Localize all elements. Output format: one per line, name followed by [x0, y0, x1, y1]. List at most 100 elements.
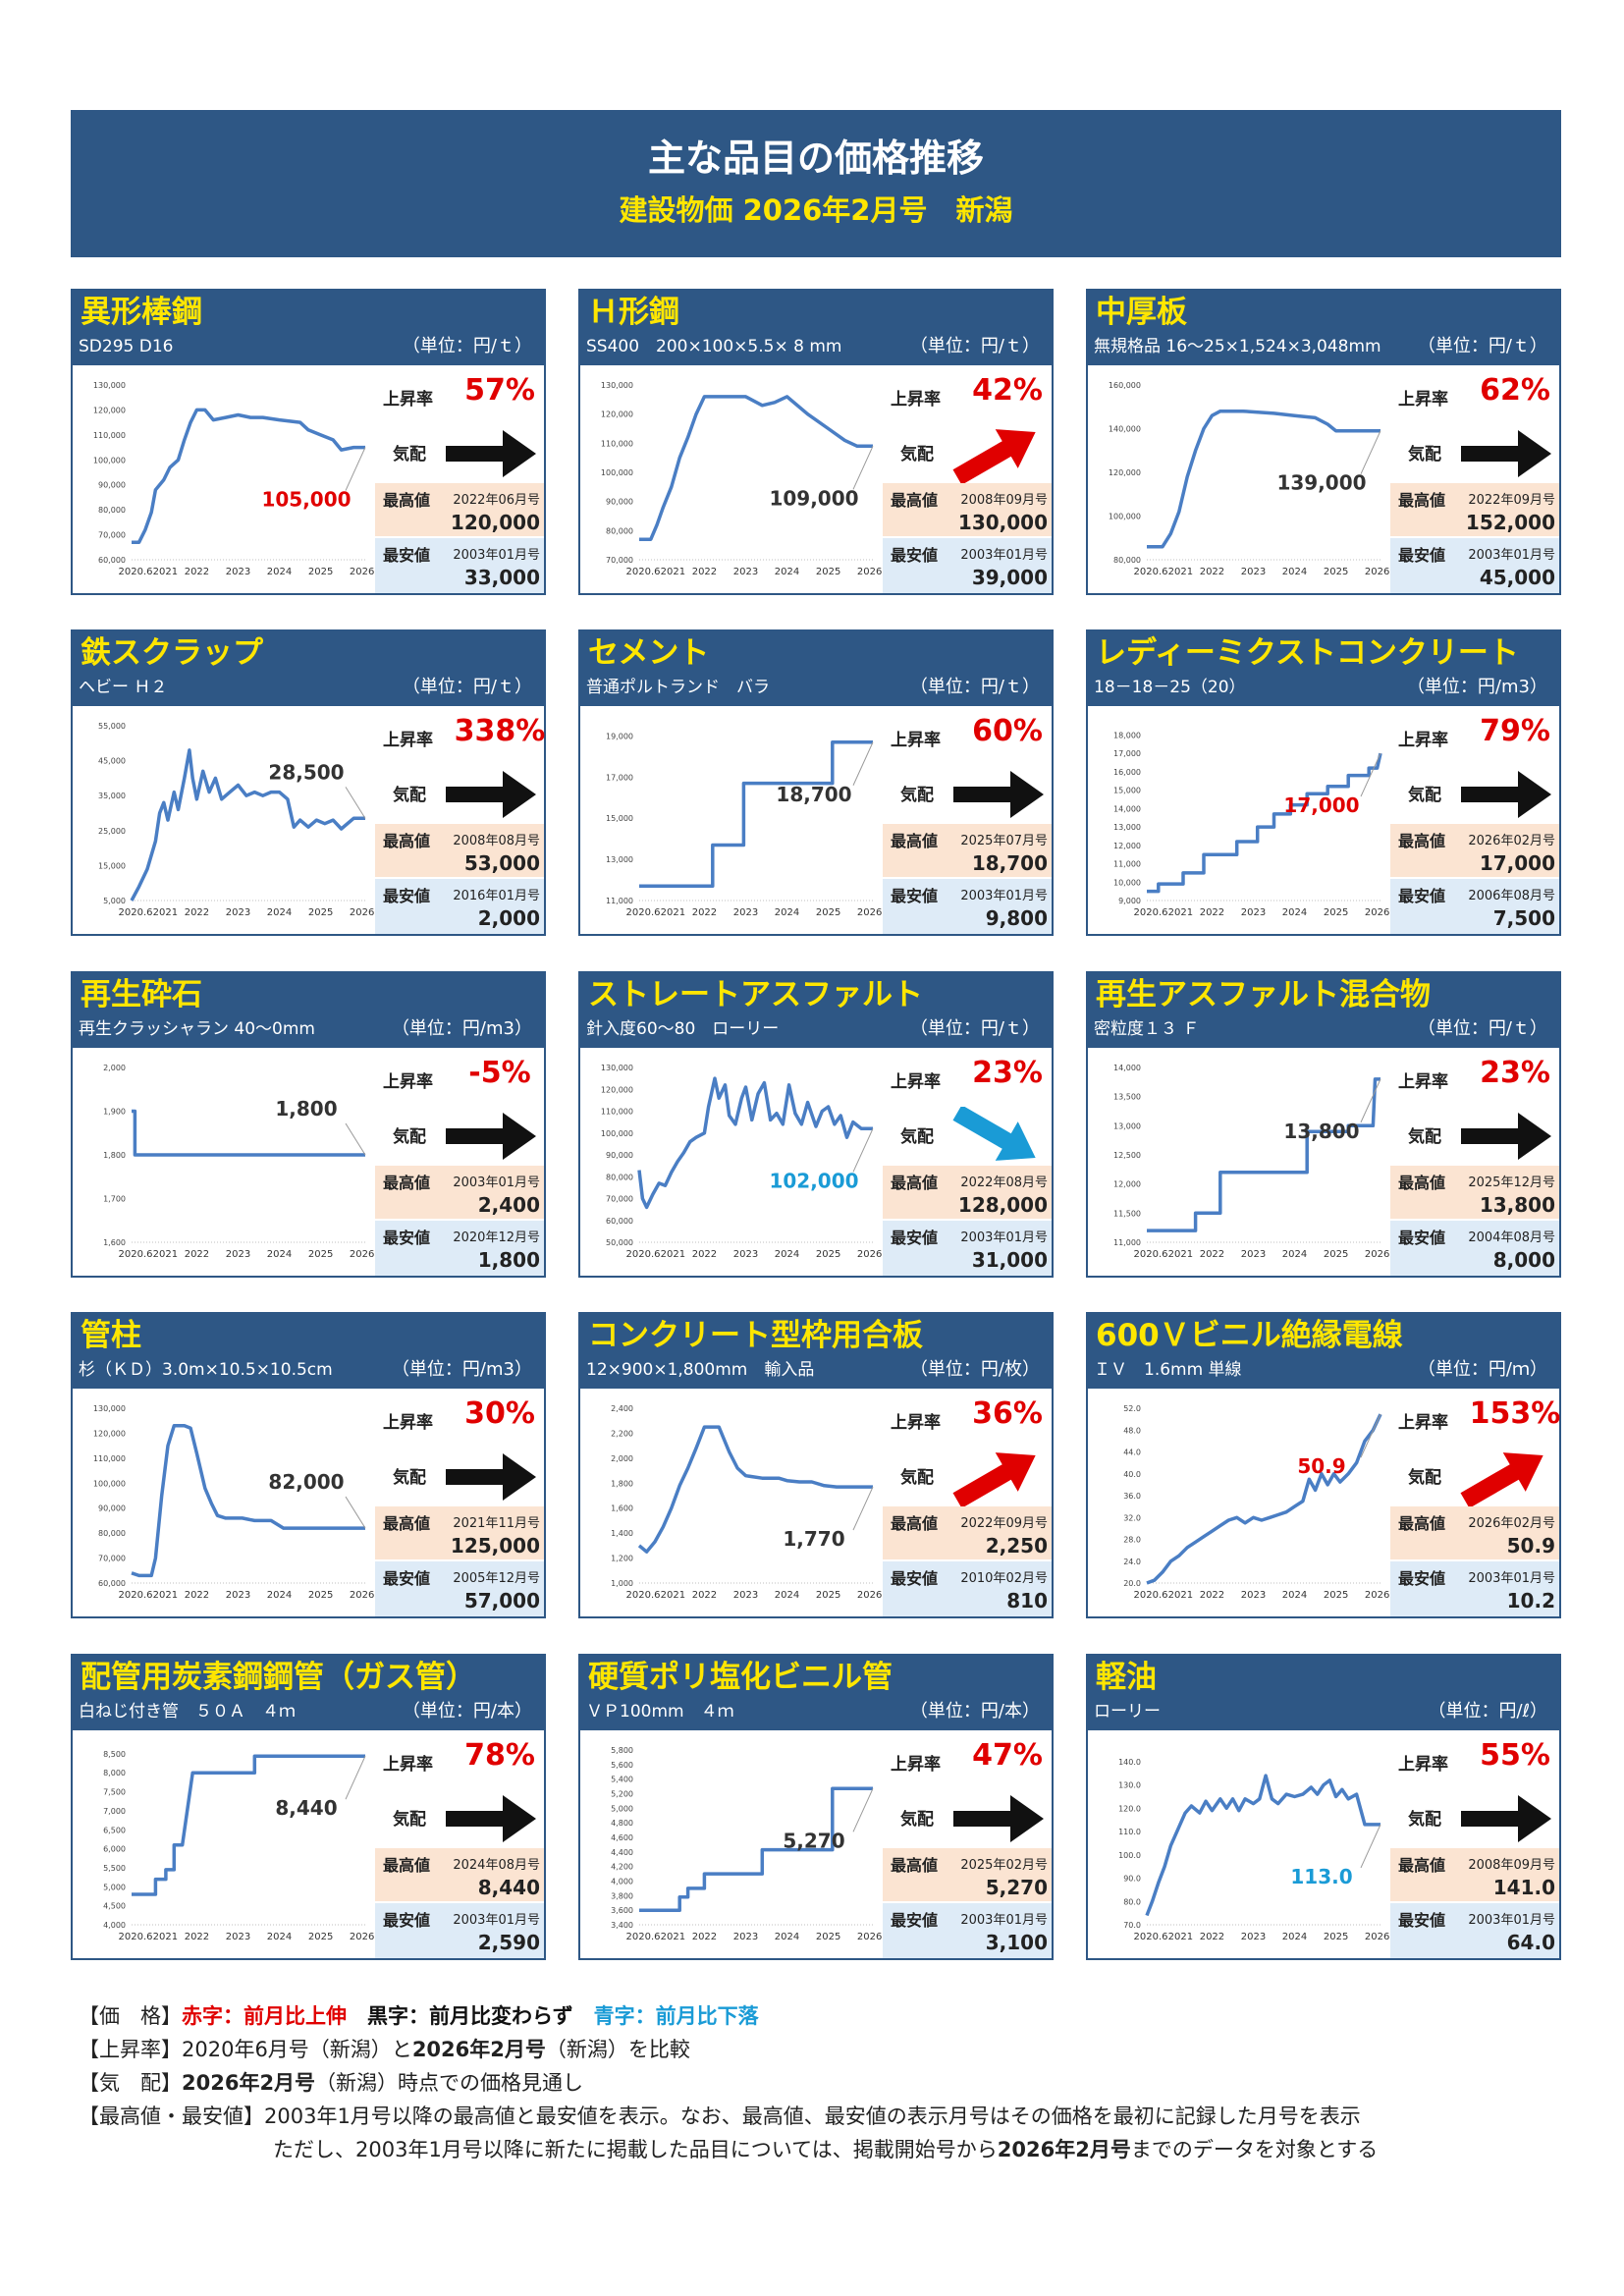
rise-label: 上昇率	[383, 390, 433, 410]
latest-leader-line	[1360, 430, 1381, 474]
right-arrow-icon	[442, 1448, 540, 1506]
y-tick-label: 20.0	[1123, 1579, 1141, 1588]
min-date: 2004年08月号	[1468, 1230, 1555, 1245]
y-tick-label: 3,600	[611, 1906, 633, 1915]
latest-price-label: 18,700	[776, 783, 851, 806]
rise-label: 上昇率	[383, 1755, 433, 1775]
trend-label: 気配	[1408, 445, 1441, 465]
panel-header: 硬質ポリ塩化ビニル管 ＶＰ100mm ４ｍ （単位：円/本）	[580, 1656, 1052, 1730]
item-name: セメント	[588, 635, 710, 671]
max-label: 最高値	[383, 1174, 431, 1192]
min-label: 最安値	[891, 546, 939, 565]
min-label: 最安値	[383, 1569, 431, 1588]
rise-label: 上昇率	[1398, 731, 1448, 750]
min-value: 7,500	[1492, 906, 1555, 930]
y-tick-label: 55,000	[98, 722, 126, 731]
latest-leader-line	[345, 1496, 366, 1529]
price-panel: ストレートアスファルト 針入度60～80 ローリー （単位：円/ｔ） 50,000 60…	[578, 971, 1054, 1278]
item-unit: （単位：円/枚）	[909, 1359, 1040, 1380]
x-tick-label: 2021	[661, 1590, 685, 1601]
price-panel: 管柱 杉（ＫＤ）3.0m×10.5×10.5cm （単位：円/m3） 60,000 70…	[71, 1312, 546, 1618]
latest-price-label: 139,000	[1276, 471, 1366, 495]
x-tick-label: 2023	[733, 567, 758, 577]
min-price-box: 最安値 2003年01月号 3,100	[883, 1903, 1052, 1958]
up-right-arrow-icon	[1457, 1448, 1555, 1508]
panel-header: 再生アスファルト混合物 密粒度１３ Ｆ （単位：円/ｔ）	[1088, 973, 1559, 1048]
x-tick-label: 2026	[350, 907, 374, 918]
y-tick-label: 4,000	[103, 1921, 126, 1930]
max-date: 2022年06月号	[453, 493, 540, 508]
y-tick-label: 100.0	[1118, 1851, 1141, 1860]
latest-leader-line	[852, 1128, 874, 1173]
x-tick-label: 2026	[857, 567, 882, 577]
y-tick-label: 7,000	[103, 1807, 126, 1816]
max-label: 最高値	[891, 1856, 939, 1875]
min-label: 最安値	[1398, 1569, 1446, 1588]
min-value: 8,000	[1492, 1248, 1555, 1272]
y-tick-label: 100,000	[1109, 513, 1141, 521]
x-tick-label: 2026	[857, 907, 882, 918]
min-price-box: 最安値 2003年01月号 10.2	[1390, 1561, 1559, 1616]
max-price-box: 最高値 2025年07月号 18,700	[883, 824, 1052, 877]
min-price-box: 最安値 2016年01月号 2,000	[375, 879, 544, 934]
max-label: 最高値	[1398, 1856, 1446, 1875]
y-tick-label: 60,000	[98, 1579, 126, 1588]
y-tick-label: 5,500	[103, 1864, 126, 1873]
x-tick-label: 2020.6	[1134, 907, 1168, 918]
x-tick-label: 2026	[350, 1932, 374, 1942]
min-label: 最安値	[383, 887, 431, 905]
x-tick-label: 2024	[775, 907, 799, 918]
latest-price-label: 13,800	[1283, 1120, 1359, 1143]
arrow-shape	[1461, 430, 1551, 477]
min-date: 2003年01月号	[1468, 1913, 1555, 1928]
x-tick-label: 2020.6	[119, 907, 153, 918]
right-arrow-icon	[1457, 765, 1555, 824]
y-tick-label: 6,000	[103, 1845, 126, 1854]
price-chart: 5,000 15,000 25,000 35,000 45,000 55,000 2020.…	[73, 708, 375, 934]
max-date: 2025年12月号	[1468, 1175, 1555, 1190]
line-chart: 80,000 100,000 120,000 140,000 160,000 2020.6…	[1109, 381, 1389, 577]
max-date: 2008年09月号	[1468, 1858, 1555, 1873]
max-value: 2,400	[477, 1193, 540, 1217]
rise-rate: 60%	[972, 714, 1043, 748]
y-tick-label: 130,000	[93, 381, 126, 390]
price-series-line	[130, 748, 365, 902]
max-label: 最高値	[891, 1174, 939, 1192]
x-tick-label: 2025	[308, 1249, 333, 1260]
max-value: 53,000	[463, 851, 540, 875]
legend-maxmin-row: 【最高値・最安値】2003年1月号以降の最高値と最安値を表示。なお、最高値、最安…	[79, 2100, 1571, 2133]
right-arrow-icon	[442, 765, 540, 824]
x-tick-label: 2025	[308, 1590, 333, 1601]
panel-header: 配管用炭素鋼鋼管（ガス管） 白ねじ付き管 ５０Ａ ４ｍ （単位：円/本）	[73, 1656, 544, 1730]
x-tick-label: 2023	[1241, 907, 1266, 918]
y-tick-label: 60,000	[98, 556, 126, 565]
x-tick-label: 2025	[816, 907, 840, 918]
y-tick-label: 100,000	[93, 456, 126, 465]
item-spec: ＶＰ100mm ４ｍ	[586, 1702, 734, 1722]
item-unit: （単位：円/ｔ）	[909, 677, 1040, 697]
arrow-shape	[952, 1105, 1036, 1161]
x-tick-label: 2025	[816, 1590, 840, 1601]
x-tick-label: 2020.6	[626, 907, 661, 918]
line-chart: 3,400 3,600 3,800 4,000 4,200 4,400 4,600 4,800…	[611, 1746, 882, 1942]
x-tick-label: 2022	[1200, 1590, 1224, 1601]
y-tick-label: 1,800	[103, 1151, 126, 1160]
rise-rate: 23%	[1480, 1056, 1550, 1090]
latest-leader-line	[345, 1755, 366, 1800]
rise-rate: 338%	[454, 714, 546, 748]
min-date: 2005年12月号	[453, 1571, 540, 1586]
latest-leader-line	[345, 1122, 366, 1156]
min-date: 2003年01月号	[960, 548, 1048, 563]
legend-maxmin-key: 【最高値・最安値】	[79, 2105, 264, 2128]
x-tick-label: 2022	[1200, 1932, 1224, 1942]
price-series-line	[1145, 1774, 1380, 1917]
line-chart: 70.0 80.0 90.0 100.0 110.0 120.0 130.0 140.0 202…	[1118, 1758, 1389, 1942]
line-chart: 20.0 24.0 28.0 32.0 36.0 40.0 44.0 48.0 52.0 2020…	[1123, 1404, 1389, 1601]
y-tick-label: 11,000	[1113, 860, 1141, 869]
y-tick-label: 6,500	[103, 1826, 126, 1834]
item-unit: （単位：円/ｔ）	[909, 1018, 1040, 1039]
arrow-shape	[446, 1113, 536, 1160]
max-label: 最高値	[1398, 491, 1446, 510]
x-tick-label: 2021	[1168, 1249, 1193, 1260]
max-label: 最高値	[891, 1514, 939, 1533]
